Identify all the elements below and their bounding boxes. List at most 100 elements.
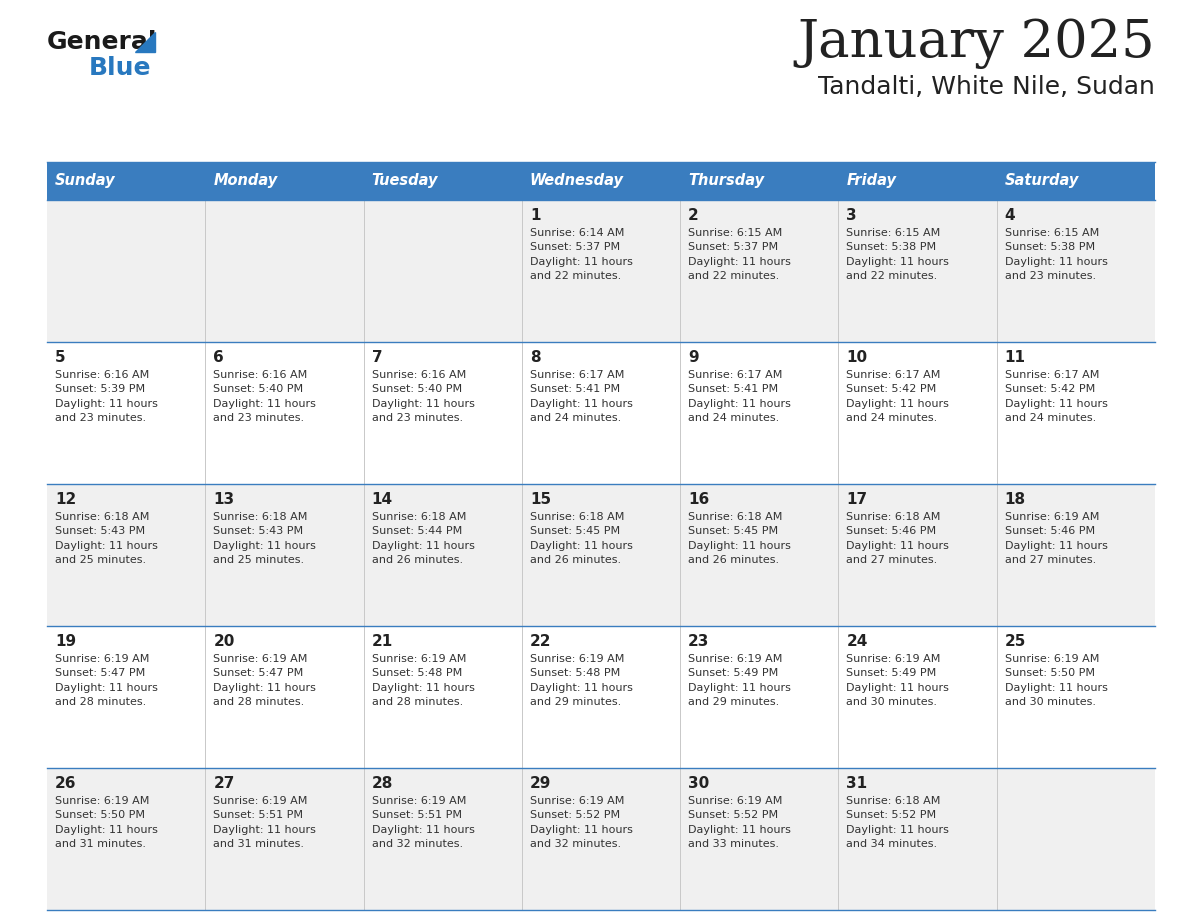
Text: Sunrise: 6:17 AM
Sunset: 5:41 PM
Daylight: 11 hours
and 24 minutes.: Sunrise: 6:17 AM Sunset: 5:41 PM Dayligh…	[530, 370, 633, 423]
Bar	[681, 200, 839, 342]
Polygon shape	[135, 32, 154, 52]
Bar	[364, 200, 522, 342]
Bar	[364, 484, 522, 626]
Text: 8: 8	[530, 350, 541, 365]
Bar	[48, 162, 206, 200]
Text: Monday: Monday	[214, 174, 278, 188]
Text: 6: 6	[214, 350, 225, 365]
Text: General: General	[48, 30, 158, 54]
Text: Tuesday: Tuesday	[372, 174, 438, 188]
Text: 15: 15	[530, 492, 551, 507]
Bar	[364, 342, 522, 484]
Text: 17: 17	[846, 492, 867, 507]
Text: Sunrise: 6:16 AM
Sunset: 5:40 PM
Daylight: 11 hours
and 23 minutes.: Sunrise: 6:16 AM Sunset: 5:40 PM Dayligh…	[214, 370, 316, 423]
Text: 5: 5	[55, 350, 65, 365]
Bar	[839, 768, 997, 910]
Text: Sunrise: 6:17 AM
Sunset: 5:42 PM
Daylight: 11 hours
and 24 minutes.: Sunrise: 6:17 AM Sunset: 5:42 PM Dayligh…	[1005, 370, 1107, 423]
Text: Sunrise: 6:19 AM
Sunset: 5:50 PM
Daylight: 11 hours
and 30 minutes.: Sunrise: 6:19 AM Sunset: 5:50 PM Dayligh…	[1005, 654, 1107, 707]
Text: 4: 4	[1005, 208, 1016, 223]
Text: Sunrise: 6:19 AM
Sunset: 5:51 PM
Daylight: 11 hours
and 32 minutes.: Sunrise: 6:19 AM Sunset: 5:51 PM Dayligh…	[372, 796, 474, 849]
Text: 7: 7	[372, 350, 383, 365]
Bar	[839, 484, 997, 626]
Bar	[839, 200, 997, 342]
Text: Sunrise: 6:18 AM
Sunset: 5:44 PM
Daylight: 11 hours
and 26 minutes.: Sunrise: 6:18 AM Sunset: 5:44 PM Dayligh…	[372, 512, 474, 565]
Text: 27: 27	[214, 776, 235, 791]
Text: 9: 9	[688, 350, 699, 365]
Bar	[681, 484, 839, 626]
Text: Sunrise: 6:15 AM
Sunset: 5:37 PM
Daylight: 11 hours
and 22 minutes.: Sunrise: 6:15 AM Sunset: 5:37 PM Dayligh…	[688, 228, 791, 281]
Text: 22: 22	[530, 634, 551, 649]
Bar	[522, 626, 681, 768]
Bar	[206, 342, 364, 484]
Bar	[522, 342, 681, 484]
Text: Sunrise: 6:16 AM
Sunset: 5:40 PM
Daylight: 11 hours
and 23 minutes.: Sunrise: 6:16 AM Sunset: 5:40 PM Dayligh…	[372, 370, 474, 423]
Text: Sunrise: 6:19 AM
Sunset: 5:46 PM
Daylight: 11 hours
and 27 minutes.: Sunrise: 6:19 AM Sunset: 5:46 PM Dayligh…	[1005, 512, 1107, 565]
Text: 29: 29	[530, 776, 551, 791]
Text: 25: 25	[1005, 634, 1026, 649]
Bar	[522, 768, 681, 910]
Bar	[997, 342, 1155, 484]
Text: 18: 18	[1005, 492, 1026, 507]
Bar	[48, 342, 206, 484]
Text: Sunrise: 6:19 AM
Sunset: 5:51 PM
Daylight: 11 hours
and 31 minutes.: Sunrise: 6:19 AM Sunset: 5:51 PM Dayligh…	[214, 796, 316, 849]
Text: 14: 14	[372, 492, 393, 507]
Text: 11: 11	[1005, 350, 1025, 365]
Bar	[997, 768, 1155, 910]
Text: Thursday: Thursday	[688, 174, 764, 188]
Bar	[681, 342, 839, 484]
Bar	[206, 768, 364, 910]
Bar	[48, 484, 206, 626]
Text: 1: 1	[530, 208, 541, 223]
Text: 10: 10	[846, 350, 867, 365]
Text: 30: 30	[688, 776, 709, 791]
Text: Sunrise: 6:15 AM
Sunset: 5:38 PM
Daylight: 11 hours
and 23 minutes.: Sunrise: 6:15 AM Sunset: 5:38 PM Dayligh…	[1005, 228, 1107, 281]
Text: Sunrise: 6:19 AM
Sunset: 5:47 PM
Daylight: 11 hours
and 28 minutes.: Sunrise: 6:19 AM Sunset: 5:47 PM Dayligh…	[214, 654, 316, 707]
Bar	[364, 626, 522, 768]
Bar	[681, 162, 839, 200]
Text: Wednesday: Wednesday	[530, 174, 624, 188]
Text: Sunrise: 6:18 AM
Sunset: 5:43 PM
Daylight: 11 hours
and 25 minutes.: Sunrise: 6:18 AM Sunset: 5:43 PM Dayligh…	[214, 512, 316, 565]
Bar	[839, 626, 997, 768]
Text: Sunrise: 6:15 AM
Sunset: 5:38 PM
Daylight: 11 hours
and 22 minutes.: Sunrise: 6:15 AM Sunset: 5:38 PM Dayligh…	[846, 228, 949, 281]
Bar	[48, 200, 206, 342]
Bar	[839, 162, 997, 200]
Text: 31: 31	[846, 776, 867, 791]
Text: Sunrise: 6:19 AM
Sunset: 5:50 PM
Daylight: 11 hours
and 31 minutes.: Sunrise: 6:19 AM Sunset: 5:50 PM Dayligh…	[55, 796, 158, 849]
Text: Sunrise: 6:16 AM
Sunset: 5:39 PM
Daylight: 11 hours
and 23 minutes.: Sunrise: 6:16 AM Sunset: 5:39 PM Dayligh…	[55, 370, 158, 423]
Text: January 2025: January 2025	[797, 18, 1155, 69]
Text: Friday: Friday	[846, 174, 897, 188]
Bar	[522, 162, 681, 200]
Text: Blue: Blue	[89, 56, 152, 80]
Text: Sunrise: 6:18 AM
Sunset: 5:52 PM
Daylight: 11 hours
and 34 minutes.: Sunrise: 6:18 AM Sunset: 5:52 PM Dayligh…	[846, 796, 949, 849]
Text: 3: 3	[846, 208, 857, 223]
Bar	[997, 626, 1155, 768]
Bar	[206, 162, 364, 200]
Text: Sunrise: 6:18 AM
Sunset: 5:46 PM
Daylight: 11 hours
and 27 minutes.: Sunrise: 6:18 AM Sunset: 5:46 PM Dayligh…	[846, 512, 949, 565]
Text: 21: 21	[372, 634, 393, 649]
Text: 24: 24	[846, 634, 867, 649]
Text: 2: 2	[688, 208, 699, 223]
Bar	[997, 162, 1155, 200]
Bar	[681, 768, 839, 910]
Text: Sunrise: 6:14 AM
Sunset: 5:37 PM
Daylight: 11 hours
and 22 minutes.: Sunrise: 6:14 AM Sunset: 5:37 PM Dayligh…	[530, 228, 633, 281]
Bar	[839, 342, 997, 484]
Bar	[681, 626, 839, 768]
Text: 23: 23	[688, 634, 709, 649]
Bar	[997, 200, 1155, 342]
Text: 13: 13	[214, 492, 234, 507]
Text: 16: 16	[688, 492, 709, 507]
Bar	[364, 768, 522, 910]
Bar	[206, 484, 364, 626]
Text: Sunrise: 6:18 AM
Sunset: 5:43 PM
Daylight: 11 hours
and 25 minutes.: Sunrise: 6:18 AM Sunset: 5:43 PM Dayligh…	[55, 512, 158, 565]
Text: Sunrise: 6:19 AM
Sunset: 5:48 PM
Daylight: 11 hours
and 29 minutes.: Sunrise: 6:19 AM Sunset: 5:48 PM Dayligh…	[530, 654, 633, 707]
Bar	[206, 200, 364, 342]
Bar	[364, 162, 522, 200]
Text: Saturday: Saturday	[1005, 174, 1079, 188]
Text: Sunrise: 6:19 AM
Sunset: 5:49 PM
Daylight: 11 hours
and 30 minutes.: Sunrise: 6:19 AM Sunset: 5:49 PM Dayligh…	[846, 654, 949, 707]
Text: Tandalti, White Nile, Sudan: Tandalti, White Nile, Sudan	[819, 75, 1155, 99]
Bar	[997, 484, 1155, 626]
Text: Sunrise: 6:19 AM
Sunset: 5:48 PM
Daylight: 11 hours
and 28 minutes.: Sunrise: 6:19 AM Sunset: 5:48 PM Dayligh…	[372, 654, 474, 707]
Text: 12: 12	[55, 492, 76, 507]
Text: 20: 20	[214, 634, 235, 649]
Bar	[48, 768, 206, 910]
